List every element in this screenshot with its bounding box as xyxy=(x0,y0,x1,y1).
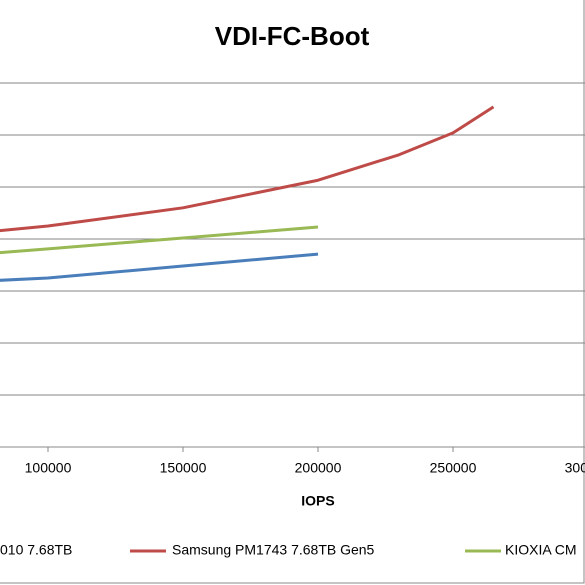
x-tick-label: 300000 xyxy=(565,460,585,476)
series-line xyxy=(0,204,585,253)
legend-label: Samsung PM1743 7.68TB Gen5 xyxy=(172,542,375,558)
x-tick-label: 250000 xyxy=(430,460,477,476)
x-tick-label: 200000 xyxy=(295,460,342,476)
legend-label: KIOXIA CM xyxy=(505,542,577,558)
legend-label: 010 7.68TB xyxy=(0,542,72,558)
x-tick-label: 150000 xyxy=(160,460,207,476)
x-tick-label: 100000 xyxy=(25,460,72,476)
series-line xyxy=(0,105,495,233)
x-axis-title: IOPS xyxy=(301,493,334,509)
chart-title: VDI-FC-Boot xyxy=(215,21,370,51)
